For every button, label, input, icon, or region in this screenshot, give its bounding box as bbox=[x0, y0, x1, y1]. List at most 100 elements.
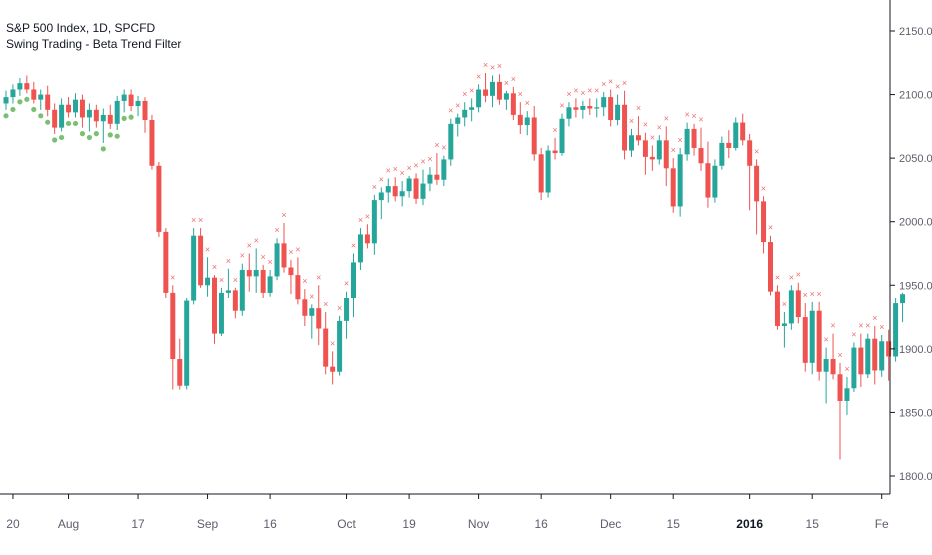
time-tick-label: 16 bbox=[534, 517, 548, 531]
dot-marker bbox=[52, 137, 58, 143]
x-marker: × bbox=[219, 275, 224, 285]
candle bbox=[406, 175, 412, 198]
candle-body bbox=[392, 186, 398, 197]
time-axis[interactable]: 20 Aug 17 Sep 16 Oct 19 Nov 16 Dec 15 2016 15 Fe bbox=[6, 494, 889, 531]
candle-body bbox=[344, 298, 350, 321]
candle bbox=[309, 304, 315, 339]
candle-body bbox=[399, 191, 405, 197]
candle-body bbox=[733, 122, 739, 148]
candle bbox=[900, 292, 906, 323]
candle-body bbox=[629, 135, 634, 151]
candle bbox=[830, 333, 836, 380]
candle bbox=[364, 224, 370, 249]
candle bbox=[865, 333, 871, 379]
candle-body bbox=[608, 97, 614, 120]
candle-body bbox=[337, 320, 343, 372]
dot-marker bbox=[17, 99, 23, 105]
candle bbox=[705, 141, 711, 208]
candle bbox=[128, 89, 134, 112]
candle bbox=[114, 95, 120, 131]
x-marker: × bbox=[775, 272, 780, 282]
candle bbox=[295, 257, 301, 305]
candle-body bbox=[371, 200, 377, 244]
candle-body bbox=[149, 120, 155, 166]
price-axis[interactable]: 2150.0 2100.0 2050.0 2000.0 1950.0 1900.0 1850… bbox=[890, 26, 932, 483]
indicator-title[interactable]: Swing Trading - Beta Trend Filter bbox=[6, 37, 182, 51]
price-tick-label: 1850.0 bbox=[899, 407, 932, 419]
symbol-title[interactable]: S&P 500 Index, 1D, SPCFD bbox=[6, 21, 156, 35]
dot-marker bbox=[72, 120, 79, 127]
candle bbox=[566, 102, 572, 127]
candle-body bbox=[496, 81, 502, 100]
candle bbox=[45, 85, 51, 117]
candle-body bbox=[830, 359, 836, 375]
candle-body bbox=[357, 234, 363, 263]
candle bbox=[455, 113, 461, 137]
candle bbox=[580, 100, 586, 119]
x-marker: × bbox=[427, 154, 432, 164]
candle-body bbox=[413, 178, 419, 199]
candle bbox=[629, 128, 634, 157]
candle bbox=[288, 259, 294, 295]
x-marker: × bbox=[684, 110, 689, 120]
candle-body bbox=[670, 168, 676, 207]
candle-body bbox=[184, 300, 190, 386]
candle-body bbox=[886, 341, 892, 357]
candle bbox=[469, 98, 475, 122]
candle-body bbox=[761, 201, 767, 243]
candle-body bbox=[476, 89, 482, 108]
candle-body bbox=[622, 104, 628, 151]
candle-body bbox=[615, 104, 621, 120]
candle bbox=[413, 173, 419, 204]
x-marker: × bbox=[525, 98, 530, 108]
candle bbox=[79, 94, 85, 128]
x-marker: × bbox=[316, 272, 321, 282]
x-marker: × bbox=[643, 120, 648, 130]
candle bbox=[93, 104, 99, 128]
candle-body bbox=[684, 128, 690, 155]
x-marker: × bbox=[587, 85, 592, 95]
x-marker: × bbox=[518, 89, 523, 99]
candle bbox=[232, 287, 238, 319]
candle bbox=[121, 89, 127, 113]
dot-marker bbox=[65, 120, 72, 127]
x-marker: × bbox=[337, 303, 342, 313]
dot-marker bbox=[10, 106, 16, 113]
candle bbox=[684, 122, 690, 161]
candle bbox=[302, 289, 308, 326]
candle bbox=[427, 167, 433, 192]
candle bbox=[573, 98, 579, 118]
candle bbox=[218, 287, 224, 337]
candle-body bbox=[420, 183, 426, 199]
candle bbox=[698, 127, 704, 171]
candle bbox=[691, 123, 697, 156]
candle-body bbox=[441, 159, 447, 180]
x-marker: × bbox=[330, 338, 335, 348]
time-tick-label: Aug bbox=[58, 517, 79, 531]
candle bbox=[385, 178, 391, 203]
candle bbox=[809, 301, 815, 375]
price-tick-label: 2150.0 bbox=[899, 26, 932, 38]
candle-body bbox=[601, 97, 607, 108]
candle bbox=[38, 89, 44, 110]
candle bbox=[712, 159, 718, 203]
candle bbox=[330, 351, 336, 385]
x-marker: × bbox=[803, 290, 808, 300]
candle-body bbox=[795, 290, 801, 318]
candle bbox=[503, 90, 509, 110]
x-marker: × bbox=[830, 321, 835, 331]
candle-body bbox=[66, 104, 72, 113]
time-tick-label: Nov bbox=[468, 517, 489, 531]
candle bbox=[316, 285, 322, 346]
x-marker: × bbox=[344, 279, 349, 289]
candle bbox=[761, 196, 767, 254]
candle bbox=[726, 130, 732, 159]
candle-body bbox=[100, 114, 106, 122]
x-marker: × bbox=[233, 275, 238, 285]
candle bbox=[59, 98, 65, 132]
candle-body bbox=[406, 178, 412, 192]
candle-body bbox=[288, 267, 294, 276]
candle bbox=[253, 248, 259, 293]
